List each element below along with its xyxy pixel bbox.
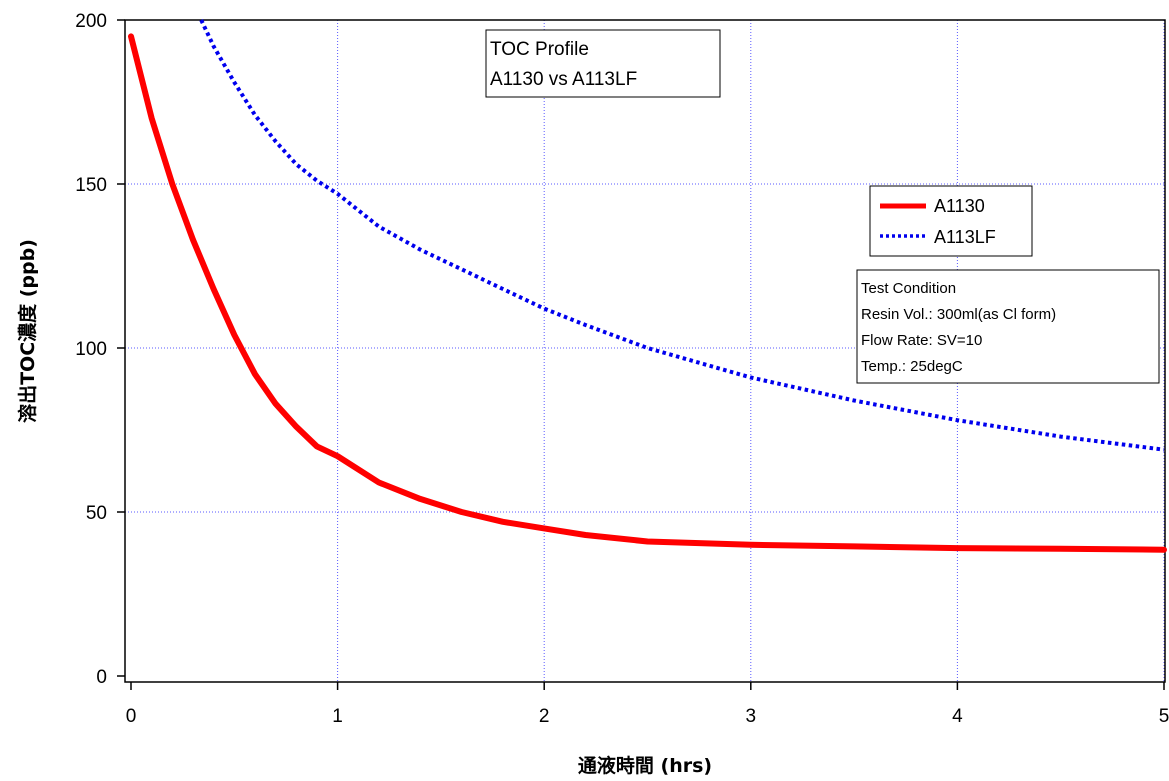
y-tick-label: 100 xyxy=(75,339,107,360)
y-tick-label: 0 xyxy=(96,667,107,688)
x-tick-label: 1 xyxy=(332,706,343,727)
title-box: TOC Profile A1130 vs A113LF xyxy=(485,29,721,98)
x-tick-label: 0 xyxy=(126,706,137,727)
title-line-1: TOC Profile xyxy=(490,39,589,60)
series-line-a1130 xyxy=(128,33,1167,553)
test-condition-flow-rate: Flow Rate: SV=10 xyxy=(861,332,982,349)
test-condition-box: Test Condition Resin Vol.: 300ml(as Cl f… xyxy=(856,269,1160,384)
x-tick-label: 3 xyxy=(746,706,757,727)
x-tick-label: 2 xyxy=(539,706,550,727)
y-tick-label: 150 xyxy=(75,175,107,196)
y-tick-label: 50 xyxy=(86,503,107,524)
x-tick-label: 4 xyxy=(952,706,963,727)
x-axis-label: 通液時間 (hrs) xyxy=(578,754,712,777)
legend-label-a113lf: A113LF xyxy=(934,227,996,247)
plot-frame xyxy=(124,19,1166,683)
y-tick-label: 200 xyxy=(75,11,107,32)
test-condition-resin-vol: Resin Vol.: 300ml(as Cl form) xyxy=(861,306,1056,323)
test-condition-title: Test Condition xyxy=(861,280,956,297)
test-condition-temp: Temp.: 25degC xyxy=(861,358,963,375)
x-tick-label: 5 xyxy=(1159,706,1169,727)
title-line-2: A1130 vs A113LF xyxy=(490,69,637,90)
series-line-a113lf xyxy=(199,19,1165,452)
legend-label-a1130: A1130 xyxy=(934,196,985,216)
series-layer xyxy=(128,19,1167,553)
legend: A1130 A113LF xyxy=(869,185,1033,257)
y-axis-label: 溶出TOC濃度 (ppb) xyxy=(16,239,39,423)
